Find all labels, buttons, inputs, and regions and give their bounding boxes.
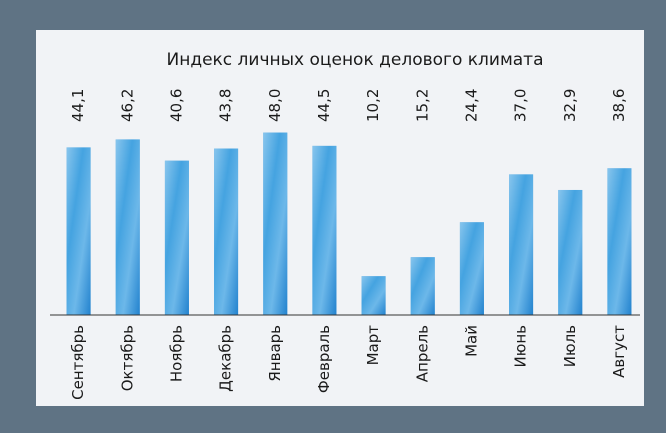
value-label: 10,2 (364, 89, 382, 122)
value-label: 38,6 (610, 89, 628, 122)
bar-facet (459, 222, 484, 315)
value-label: 44,1 (69, 89, 87, 122)
x-tick-label: Декабрь (217, 325, 235, 392)
bar-facet (66, 147, 91, 315)
x-tick-label: Июнь (512, 325, 530, 368)
bar-facet (361, 276, 386, 315)
value-label: 48,0 (266, 89, 284, 122)
value-label: 43,8 (217, 89, 235, 122)
value-label: 24,4 (462, 89, 480, 122)
x-tick-label: Апрель (413, 325, 431, 382)
bar-facet (558, 189, 583, 315)
bar-facet (214, 148, 239, 315)
bar-facet (115, 139, 140, 315)
x-tick-label: Январь (266, 325, 284, 382)
x-tick-label: Ноябрь (167, 325, 185, 382)
bar-facet (312, 145, 337, 315)
bar-facet (509, 174, 534, 315)
x-tick-label: Май (462, 325, 480, 357)
bar-facet (164, 160, 189, 315)
x-tick-label: Август (610, 325, 628, 378)
value-label: 15,2 (413, 89, 431, 122)
bar-facet (263, 132, 288, 315)
x-tick-label: Сентябрь (69, 325, 87, 400)
x-tick-label: Октябрь (118, 325, 136, 391)
chart-title: Индекс личных оценок делового климата (166, 50, 543, 70)
x-tick-label: Июль (561, 325, 579, 367)
x-tick-label: Февраль (315, 325, 333, 393)
value-label: 46,2 (118, 89, 136, 122)
bar-facet (607, 168, 632, 315)
value-label: 37,0 (512, 89, 530, 122)
value-label: 40,6 (167, 89, 185, 122)
value-label: 44,5 (315, 89, 333, 122)
bar-facet (410, 257, 435, 315)
x-tick-label: Март (364, 325, 382, 366)
value-label: 32,9 (561, 89, 579, 122)
